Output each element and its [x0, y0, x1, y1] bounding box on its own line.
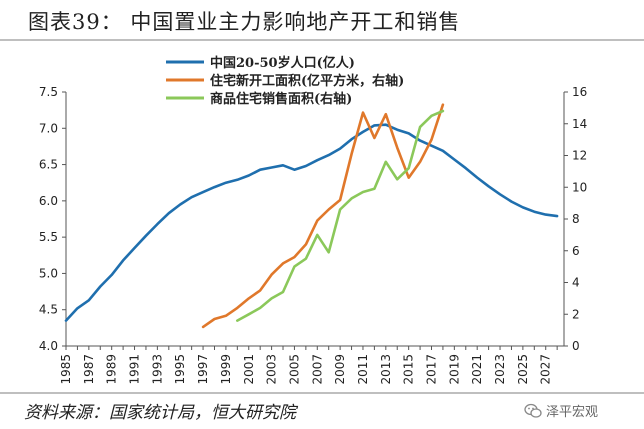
- legend-label-1: 中国20-50岁人口(亿人): [210, 55, 355, 71]
- left-axis-tick-label: 7.5: [39, 85, 58, 99]
- page-title: 图表39： 中国置业主力影响地产开工和销售: [28, 10, 461, 34]
- x-axis-tick-label: 1989: [105, 354, 119, 385]
- x-axis-tick-label: 2011: [356, 354, 370, 385]
- legend-label-2: 住宅新开工面积(亿平方米，右轴): [210, 73, 404, 89]
- x-axis-tick-label: 1985: [59, 354, 73, 385]
- x-axis-tick-label: 2013: [379, 354, 393, 385]
- title-divider: [0, 39, 644, 41]
- right-axis-tick-label: 14: [572, 117, 587, 131]
- watermark: 泽平宏观: [524, 401, 598, 420]
- x-axis-tick-label: 2007: [310, 354, 324, 385]
- x-axis-tick-label: 1997: [196, 354, 210, 385]
- right-axis-tick-label: 16: [572, 85, 587, 99]
- left-axis-tick-label: 6.0: [39, 194, 58, 208]
- left-axis-tick-label: 7.0: [39, 121, 58, 135]
- right-axis-tick-label: 8: [572, 212, 580, 226]
- right-axis-tick-label: 12: [572, 149, 587, 163]
- x-axis-tick-label: 2015: [402, 354, 416, 385]
- watermark-text: 泽平宏观: [546, 405, 599, 420]
- x-axis-tick-label: 2021: [470, 354, 484, 385]
- wechat-icon: [524, 403, 542, 418]
- series-line-1: [64, 123, 559, 322]
- left-axis-tick-label: 5.0: [39, 266, 58, 280]
- x-axis-tick-label: 2023: [493, 354, 507, 385]
- series-line-3: [236, 109, 445, 322]
- left-axis-tick-label: 4.5: [39, 303, 58, 317]
- series-line-2: [201, 103, 445, 329]
- x-axis-tick-label: 2025: [516, 354, 530, 385]
- x-axis-tick-label: 2027: [539, 354, 553, 385]
- right-axis-tick-label: 6: [572, 244, 580, 258]
- right-axis-tick-label: 10: [572, 180, 587, 194]
- left-axis-tick-label: 6.5: [39, 158, 58, 172]
- x-axis-tick-label: 1987: [82, 354, 96, 385]
- chart-legend: 中国20-50岁人口(亿人) 住宅新开工面积(亿平方米，右轴) 商品住宅销售面积(右…: [166, 55, 404, 107]
- x-axis-tick-label: 1991: [128, 354, 142, 385]
- x-axis-tick-label: 2001: [242, 354, 256, 385]
- chart-axes: 4.0 4.5 5.0 5.5 6.0 6.5 7.0 7.5 0 2 4 6 8 10 12 14 16 198…: [39, 85, 587, 385]
- right-axis-tick-label: 2: [572, 307, 580, 321]
- x-axis-tick-label: 2017: [425, 354, 439, 385]
- right-axis-tick-label: 0: [572, 339, 580, 353]
- x-axis-tick-label: 1999: [219, 354, 233, 385]
- chart: 4.0 4.5 5.0 5.5 6.0 6.5 7.0 7.5 0 2 4 6 8 10 12 14 16 198…: [39, 55, 587, 385]
- chart-series-lines: [64, 103, 559, 329]
- right-axis-tick-label: 4: [572, 276, 580, 290]
- x-axis-tick-label: 2005: [287, 354, 301, 385]
- left-axis-tick-label: 4.0: [39, 339, 58, 353]
- x-axis-tick-label: 2003: [265, 354, 279, 385]
- x-axis-tick-label: 2009: [333, 354, 347, 385]
- left-axis-tick-label: 5.5: [39, 230, 58, 244]
- legend-label-3: 商品住宅销售面积(右轴): [210, 91, 352, 107]
- source-note: 资料来源：国家统计局，恒大研究院: [24, 403, 296, 423]
- footer-divider: [0, 392, 644, 394]
- x-axis-tick-label: 1995: [173, 354, 187, 385]
- x-axis-tick-label: 2019: [447, 354, 461, 385]
- x-axis-tick-label: 1993: [150, 354, 164, 385]
